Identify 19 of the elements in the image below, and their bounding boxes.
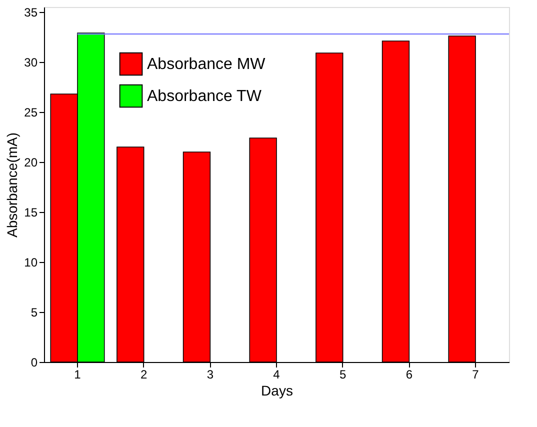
x-tick-label: 1 <box>74 368 82 382</box>
x-tick-label: 4 <box>273 368 280 382</box>
x-tick-label: 5 <box>339 368 346 382</box>
x-tick-label: 3 <box>206 368 214 382</box>
legend-label: Absorbance TW <box>147 88 262 105</box>
y-tick-label: 10 <box>24 256 38 270</box>
y-tick-label: 35 <box>24 6 38 20</box>
x-axis-title: Days <box>261 382 293 398</box>
x-tick-label: 2 <box>140 368 148 382</box>
legend-label: Absorbance MW <box>147 56 266 73</box>
y-tick-label: 5 <box>30 306 38 320</box>
y-axis-title: Absorbance(mA) <box>4 132 20 238</box>
x-tick-label: 6 <box>406 368 413 382</box>
y-tick-label: 15 <box>24 206 38 220</box>
y-tick-label: 25 <box>24 106 38 120</box>
x-tick-label: 7 <box>472 368 480 382</box>
y-tick-label: 30 <box>24 56 38 70</box>
y-tick-label: 20 <box>24 156 38 170</box>
y-tick-label: 0 <box>30 356 38 370</box>
